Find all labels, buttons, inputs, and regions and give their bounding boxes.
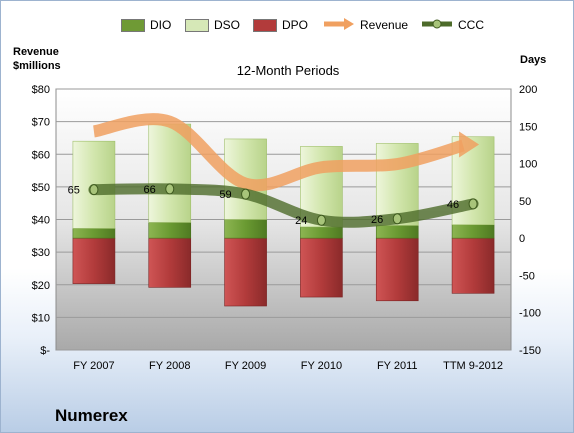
legend-swatch-dio: [121, 18, 145, 32]
category-label: FY 2009: [225, 360, 266, 372]
legend-swatch-revenue: [323, 17, 355, 34]
legend-label-dpo: DPO: [282, 18, 309, 32]
ccc-data-label: 46: [447, 199, 459, 211]
legend-label-dio: DIO: [150, 18, 172, 32]
category-label: FY 2010: [301, 360, 342, 372]
left-axis-title-line2: $millions: [13, 60, 61, 72]
bar-dio: [224, 219, 267, 239]
left-tick-label: $20: [32, 280, 50, 292]
ccc-point: [241, 188, 251, 200]
legend-label-ccc: CCC: [458, 18, 484, 32]
left-tick-label: $60: [32, 149, 50, 161]
legend-item-dpo: DPO: [253, 15, 308, 35]
left-tick-label: $-: [40, 345, 50, 357]
bar-dio: [451, 224, 495, 239]
right-tick-label: -150: [519, 345, 541, 357]
ccc-data-label: 26: [371, 214, 383, 226]
bar-dio: [300, 226, 343, 239]
right-tick-label: 50: [519, 196, 531, 208]
chart-title: 12-Month Periods: [236, 63, 340, 78]
left-tick-label: $10: [32, 312, 50, 324]
right-tick-label: -50: [519, 270, 535, 282]
legend-label-dso: DSO: [214, 18, 241, 32]
ccc-data-label: 66: [144, 184, 156, 196]
left-tick-label: $50: [32, 182, 50, 194]
category-label: FY 2011: [377, 360, 418, 372]
legend-swatch-dpo: [253, 18, 277, 32]
left-axis-title-line1: Revenue: [13, 46, 59, 58]
right-tick-label: 200: [519, 84, 537, 96]
left-tick-label: $30: [32, 247, 50, 259]
legend-item-revenue: Revenue: [323, 15, 408, 35]
bar-dpo: [224, 237, 267, 307]
ccc-point: [165, 183, 175, 195]
bar-dio: [72, 228, 116, 239]
legend-label-revenue: Revenue: [360, 18, 409, 32]
right-tick-label: 100: [519, 159, 537, 171]
legend-swatch-ccc: [421, 17, 453, 34]
ccc-data-label: 65: [68, 185, 80, 197]
right-tick-label: -100: [519, 308, 541, 320]
left-axis-title: Revenue $millions: [13, 45, 61, 73]
ccc-point: [316, 214, 326, 226]
ccc-line: [88, 183, 479, 228]
ccc-point: [89, 184, 99, 196]
legend-item-dso: DSO: [185, 15, 240, 35]
bar-dio: [148, 222, 192, 239]
bar-dpo: [148, 237, 192, 288]
revenue-line: [92, 113, 465, 192]
ccc-point: [468, 198, 478, 210]
bar-dpo: [451, 237, 495, 294]
category-label: FY 2008: [149, 360, 190, 372]
bar-dso: [148, 123, 192, 223]
legend-item-dio: DIO: [121, 15, 171, 35]
bar-dio: [375, 225, 419, 239]
ccc-data-label: 24: [295, 215, 307, 227]
category-label: TTM 9-2012: [443, 360, 503, 372]
legend-item-ccc: CCC: [421, 15, 484, 35]
ccc-data-label: 59: [219, 189, 231, 201]
bar-dpo: [375, 237, 419, 302]
bar-dpo: [72, 237, 116, 284]
left-tick-label: $40: [32, 215, 50, 227]
bar-dpo: [300, 237, 343, 298]
ccc-point: [392, 213, 402, 225]
category-label: FY 2007: [73, 360, 114, 372]
left-tick-label: $80: [32, 84, 50, 96]
right-axis-title: Days: [520, 54, 547, 66]
legend-swatch-dso: [185, 18, 209, 32]
company-name: Numerex: [55, 406, 128, 425]
left-tick-label: $70: [32, 117, 50, 129]
revenue-arrowhead: [459, 131, 480, 158]
right-tick-label: 0: [519, 233, 525, 245]
right-tick-label: 150: [519, 121, 537, 133]
